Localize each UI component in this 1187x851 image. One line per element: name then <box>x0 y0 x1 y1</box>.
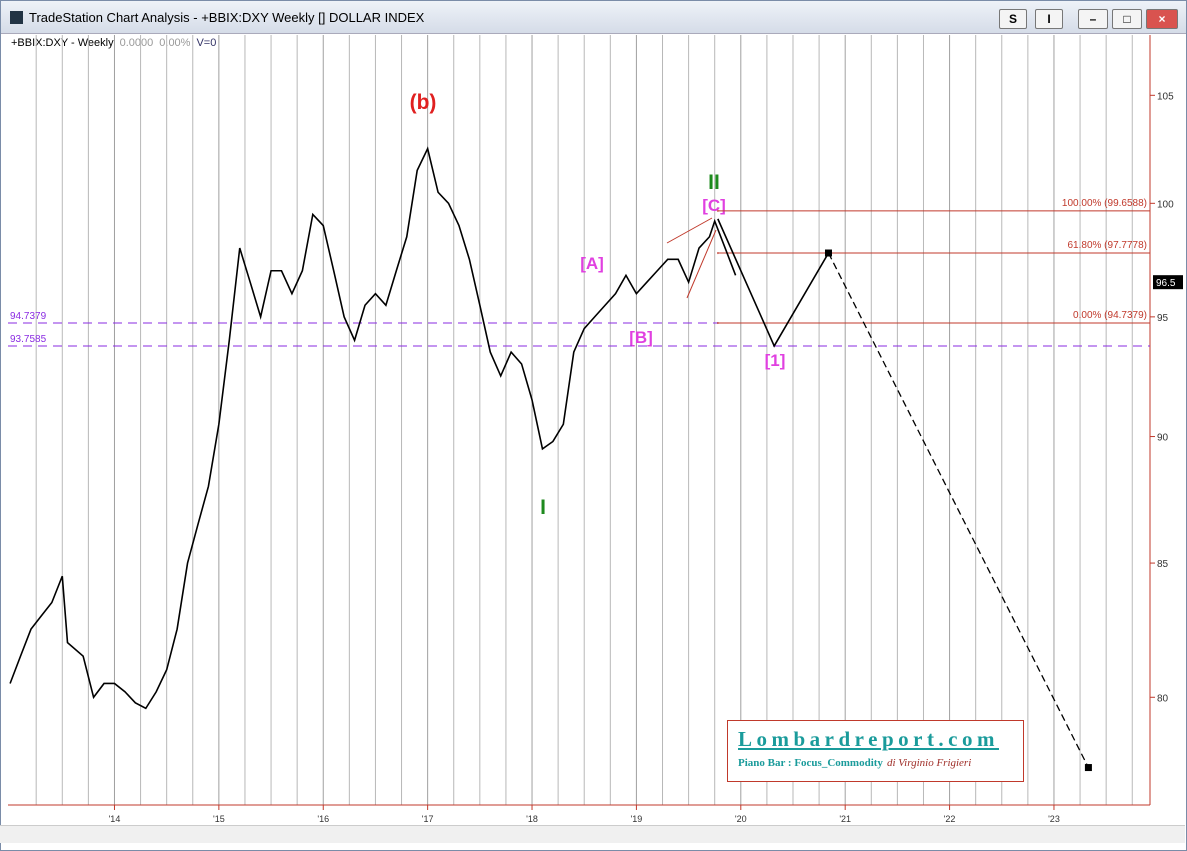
wave-label: [1] <box>765 351 786 370</box>
s-button[interactable]: S <box>999 9 1027 29</box>
x-tick-label: '15 <box>213 814 225 824</box>
last-price-box <box>1153 275 1183 290</box>
wave-label: II <box>708 171 720 194</box>
price-line <box>9 146 737 710</box>
window-title: TradeStation Chart Analysis - +BBIX:DXY … <box>29 10 425 25</box>
y-tick-label: 105 <box>1157 91 1174 102</box>
logo-author: di Virginio Frigieri <box>886 757 972 769</box>
projection-point <box>1084 764 1092 772</box>
level-label: 94.7379 <box>10 311 47 322</box>
minimize-button[interactable]: – <box>1078 9 1108 29</box>
x-tick-label: '16 <box>317 814 329 824</box>
close-button[interactable]: × <box>1146 9 1178 29</box>
volume: V=0 <box>196 37 217 49</box>
x-tick-label: '23 <box>1048 814 1060 824</box>
wave-label: I <box>540 496 546 519</box>
x-tick-label: '21 <box>839 814 851 824</box>
logo-title: Lombardreport.com <box>738 727 999 751</box>
wedge-line <box>686 229 717 299</box>
level-label: 0.00% (94.7379) <box>1073 310 1147 321</box>
y-tick-label: 85 <box>1157 559 1169 570</box>
level-label: 100.00% (99.6588) <box>1062 198 1147 209</box>
x-tick-label: '18 <box>526 814 538 824</box>
title-bar: TradeStation Chart Analysis - +BBIX:DXY … <box>1 1 1186 34</box>
price-line <box>717 218 830 348</box>
wave-label: (b) <box>410 91 437 114</box>
y-tick-label: 100 <box>1157 199 1174 210</box>
y-tick-label: 95 <box>1157 313 1169 324</box>
x-tick-label: '17 <box>422 814 434 824</box>
last-price-label: 96.5 <box>1156 278 1176 289</box>
projection-line <box>827 252 1089 768</box>
scrollbar[interactable] <box>0 825 1185 843</box>
wave-label: [A] <box>580 254 604 273</box>
logo-subtitle-text: Piano Bar : Focus_Commodity <box>738 757 883 769</box>
x-tick-label: '19 <box>631 814 643 824</box>
x-tick-label: '20 <box>735 814 747 824</box>
i-button[interactable]: I <box>1035 9 1063 29</box>
change: 0.0000 <box>119 37 154 49</box>
wave-label: [B] <box>629 328 653 347</box>
y-tick-label: 80 <box>1157 693 1169 704</box>
logo-box: Lombardreport.com Piano Bar : Focus_Comm… <box>727 720 1024 782</box>
level-label: 93.7585 <box>10 334 47 345</box>
wave-label: [C] <box>702 196 726 215</box>
x-tick-label: '22 <box>944 814 956 824</box>
maximize-button[interactable]: □ <box>1112 9 1142 29</box>
wedge-line <box>666 217 713 244</box>
app-icon <box>10 11 23 24</box>
y-tick-label: 90 <box>1157 433 1169 444</box>
projection-point <box>824 249 832 257</box>
logo-subtitle: Piano Bar : Focus_Commodity di Virginio F… <box>738 757 971 769</box>
level-label: 61.80% (97.7778) <box>1067 240 1147 251</box>
x-tick-label: '14 <box>109 814 121 824</box>
